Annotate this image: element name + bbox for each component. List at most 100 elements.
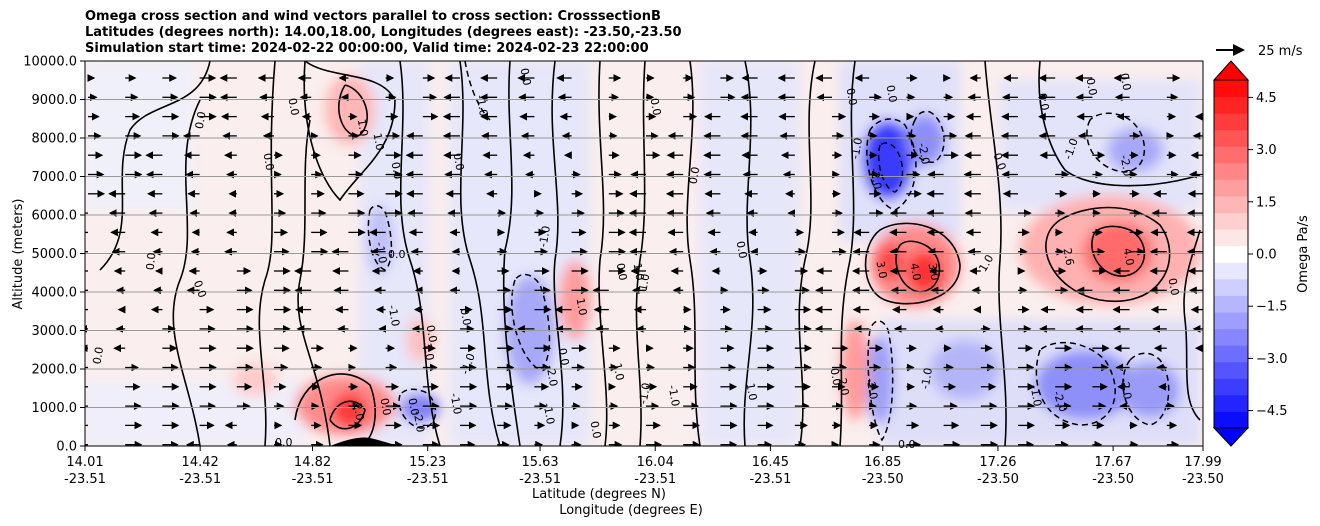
x-axis-label-lon: Longitude (degrees E) [559,503,703,518]
y-tick-label: 7000.0 [32,170,78,185]
contour-label: 0.0 [191,279,209,300]
contour-line [399,61,441,446]
colorbar-level [1214,345,1248,363]
contour-label: -1.0 [1028,384,1045,407]
colorbar-tick-label: −4.5 [1256,404,1288,419]
contour-label: 0.0 [687,166,703,185]
colorbar-level [1214,312,1248,330]
updraft-core [1107,128,1163,172]
terrain [330,437,400,446]
colorbar-level [1214,245,1248,263]
contour-label: 3.0 [926,262,942,281]
contour-label: 0.0 [90,346,106,365]
contour-line [635,61,646,446]
x-tick-label-lat: 16.04 [637,455,674,470]
x-tick-label-lon: -23.51 [519,472,561,487]
contour-line [297,119,331,446]
contour-label: 0.0 [990,151,1008,172]
contour-label: 2.0 [836,377,852,396]
contour-line [743,61,754,446]
contour-label: 0.0 [286,97,302,116]
contour-label: 0.0 [378,397,394,416]
y-tick-label: 10000.0 [23,55,77,70]
updraft-core [930,340,1000,400]
updraft-core [862,120,914,200]
contour-label: 0.0 [614,262,630,281]
contour-label: -1.0 [448,392,465,415]
contour-line [303,61,396,202]
contour-label: -1.0 [386,304,403,327]
colorbar-min-extend [1212,427,1250,447]
weak-updraft-band [1000,80,1200,210]
contour-label: 1.0 [611,362,627,381]
contour-labels: 0.0 0.0 0.0 0.0 0.0 0.0 1.0 1.0 0.0 0.0 … [90,67,1181,451]
contour-label: 0.0 [556,347,572,366]
x-tick-label-lon: -23.51 [64,472,106,487]
contour-label: 4.0 [1121,247,1137,266]
contour-label: 0.0 [406,397,422,416]
colorbar-tick-label: 4.5 [1256,91,1277,106]
contour-label: -2.0 [1118,377,1135,400]
x-tick-label-lat: 17.99 [1184,455,1221,470]
gridlines [85,99,1203,408]
contour-line [1091,225,1146,277]
colorbar-tick-label: 3.0 [1256,143,1277,158]
colorbar-level [1214,129,1248,147]
x-tick-label-lat: 15.23 [409,455,446,470]
x-tick-label-lon: -23.50 [1182,472,1224,487]
downdraft-core [559,260,591,340]
contour-line [895,240,941,293]
contour-label: 0.0 [844,87,860,106]
contour-line [1035,341,1116,426]
contour-line [294,373,376,446]
contour-label: 1.0 [744,382,760,401]
colorbar-level [1214,80,1248,98]
contour-line [798,61,816,446]
y-axis-label: Altitude (meters) [11,199,26,310]
contour-label: 0.0 [388,248,406,261]
colorbar-tick-label: 0.0 [1256,248,1277,263]
contour-label: -2.0 [411,410,428,433]
colorbar-level [1214,328,1248,346]
contour-line [551,61,564,446]
x-tick-label-lon: -23.50 [862,472,904,487]
contour-label: 1.0 [421,342,437,361]
contour-label: -1.0 [666,384,683,407]
colorbar-level [1214,262,1248,280]
contour-label: -1.0 [919,367,936,390]
contour-line [1038,61,1201,187]
x-tick-label-lat: 17.26 [979,455,1016,470]
y-tick-label: 9000.0 [32,93,78,108]
colorbar-ticks: −4.5 −3.0 −1.5 0.0 1.5 3.0 4.5 [1248,91,1288,419]
title-line-3: Simulation start time: 2024-02-22 00:00:… [85,41,649,56]
contour-label: 1.0 [637,273,653,292]
x-axis-label-lat: Latitude (degrees N) [532,487,666,502]
contour-label: 1.0 [371,132,387,151]
contour-label: -1.0 [537,225,554,248]
colorbar-tick-label: −1.5 [1256,300,1288,315]
colorbar-tick-label: 1.5 [1256,195,1277,210]
x-tick-label-lon: -23.51 [634,472,676,487]
contour-label: 0.0 [275,436,293,449]
colorbar-label: Omega Pa/s [1296,215,1311,293]
contour-line [338,84,369,137]
title-line-1: Omega cross section and wind vectors par… [85,9,661,24]
colorbar-level [1214,146,1248,164]
contour-label: 0.0 [451,152,467,171]
contour-label: 1.0 [574,297,590,316]
contour-label: -1.0 [474,94,491,117]
colorbar-level [1214,411,1248,429]
colorbar-level [1214,394,1248,412]
x-axis: 14.01 -23.51 14.42 -23.51 14.82 -23.51 15.23 -2… [64,446,1224,487]
y-axis: 0.0 1000.0 2000.0 3000.0 4000.0 5000.0 6000.0 7… [23,55,85,455]
contour-line [867,320,894,442]
contour-label: 0.0 [424,324,440,343]
y-tick-label: 5000.0 [32,247,78,262]
contour-label: 3.0 [874,260,890,279]
x-tick-label-lat: 16.85 [864,455,901,470]
title-line-2: Latitudes (degrees north): 14.00,18.00, … [85,25,682,40]
contour-label: -2.0 [1118,154,1135,177]
contour-label: -1.0 [541,402,558,425]
wind-vectors [85,74,1203,446]
